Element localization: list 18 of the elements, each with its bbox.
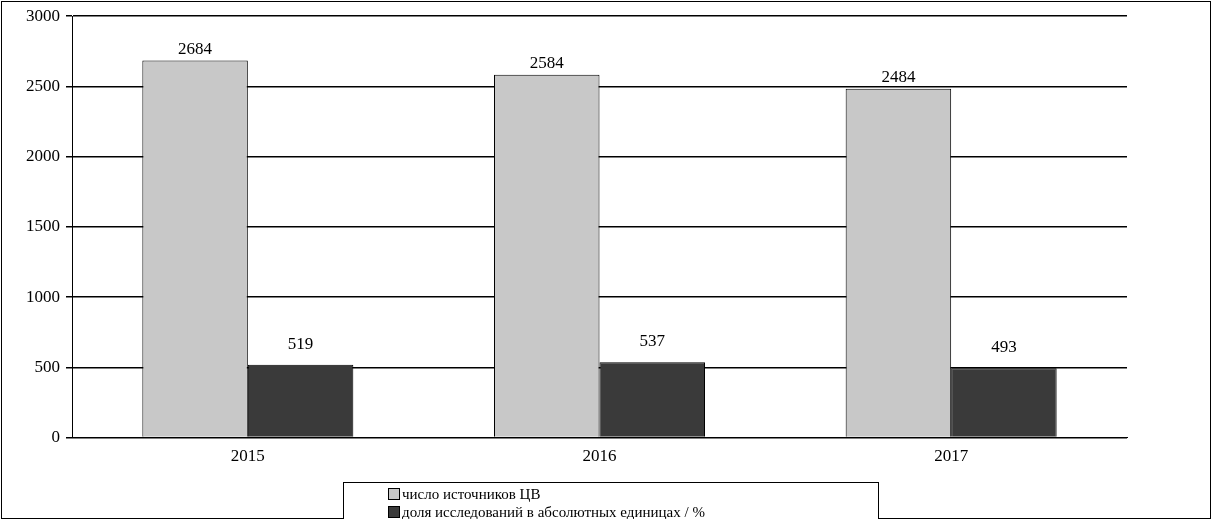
data-label: 2684: [178, 38, 213, 58]
y-tick-label: 0: [51, 427, 60, 447]
x-tick-label: 2015: [230, 446, 265, 466]
x-tick-label: 2017: [934, 446, 969, 466]
x-tick-label: 2016: [582, 446, 617, 466]
y-tick-label: 3000: [26, 5, 60, 25]
y-tick-label: 500: [34, 356, 60, 376]
legend-label: число источников ЦВ: [402, 485, 541, 503]
data-label: 2584: [529, 52, 565, 72]
y-tick-label: 1500: [26, 216, 60, 236]
data-label: 537: [639, 331, 666, 351]
y-tick-label: 1000: [26, 286, 60, 306]
data-label: 493: [991, 337, 1017, 357]
y-tick-label: 2500: [26, 75, 60, 95]
data-label: 519: [287, 333, 314, 353]
y-tick-label: 2000: [26, 146, 60, 166]
legend-label: доля исследований в абсолютных единицах / %: [402, 503, 705, 519]
data-label: 2484: [881, 66, 916, 86]
